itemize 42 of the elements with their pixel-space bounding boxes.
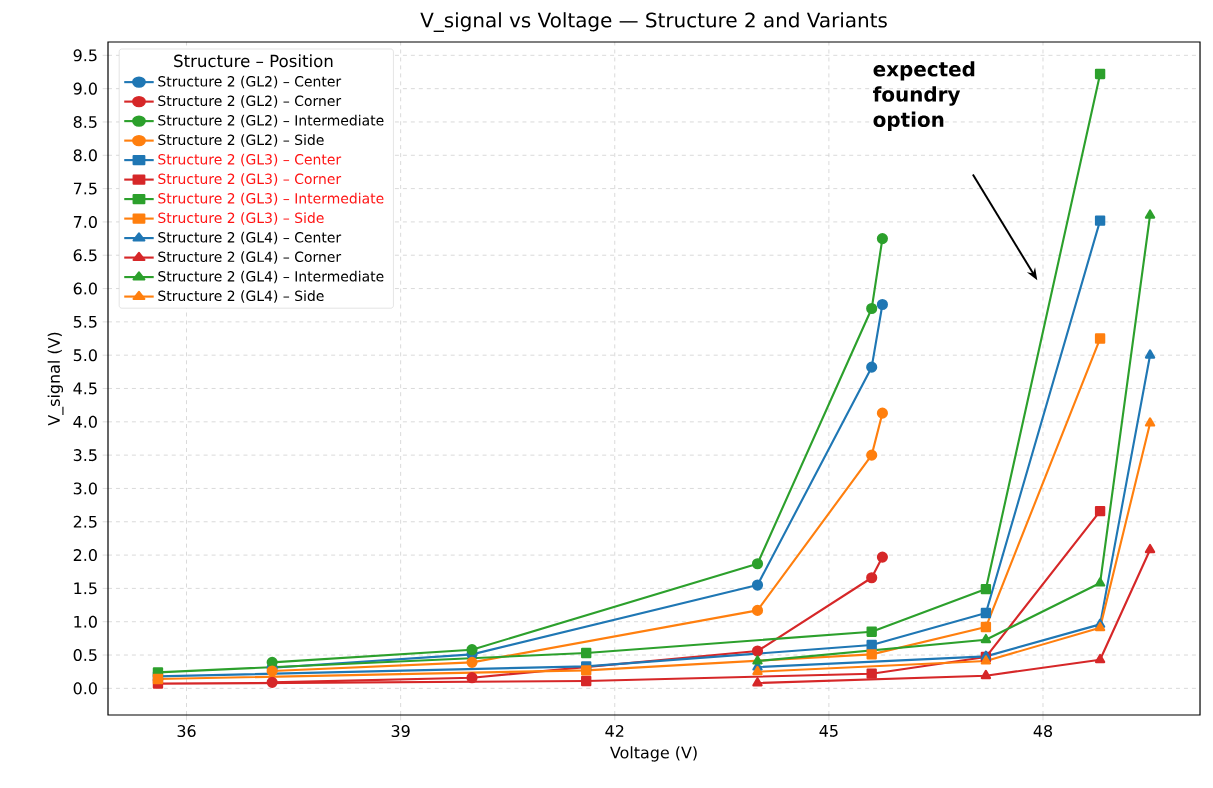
legend-label: Structure 2 (GL4) – Center — [158, 231, 342, 245]
chart-title: V_signal vs Voltage — Structure 2 and Variants — [420, 12, 887, 32]
x-tick-label: 42 — [605, 725, 624, 737]
legend-label: Structure 2 (GL4) – Intermediate — [158, 270, 384, 284]
legend-label: Structure 2 (GL3) – Side — [158, 212, 324, 225]
annotation: expected foundry option — [873, 61, 975, 131]
y-tick-label: 4.5 — [73, 382, 97, 395]
y-tick-label: 5.0 — [73, 349, 97, 362]
y-tick-label: 5.5 — [73, 315, 97, 328]
x-tick-label: 45 — [819, 725, 838, 737]
x-axis-title: Voltage (V) — [610, 746, 697, 762]
y-tick-label: 3.5 — [73, 449, 97, 462]
y-tick-label: 2.5 — [73, 515, 97, 528]
legend-label: Structure 2 (GL4) – Corner — [158, 251, 342, 264]
y-tick-label: 8.0 — [73, 149, 97, 162]
legend-label: Structure 2 (GL2) – Corner — [158, 95, 342, 108]
y-axis-title: V_signal (V) — [47, 332, 64, 426]
y-tick-label: 3.0 — [73, 482, 97, 495]
y-tick-label: 7.5 — [73, 182, 97, 195]
y-tick-label: 0.0 — [73, 682, 97, 695]
legend-label: Structure 2 (GL3) – Center — [158, 153, 342, 167]
legend-label: Structure 2 (GL3) – Corner — [158, 173, 342, 186]
x-tick-label: 39 — [391, 725, 410, 738]
y-tick-label: 2.0 — [73, 549, 97, 562]
legend-label: Structure 2 (GL2) – Center — [158, 75, 342, 89]
legend-label: Structure 2 (GL3) – Intermediate — [158, 192, 384, 206]
y-tick-label: 6.0 — [73, 282, 97, 295]
y-tick-label: 1.0 — [74, 615, 97, 628]
x-tick-label: 36 — [177, 725, 196, 738]
legend-label: Structure 2 (GL2) – Side — [158, 134, 324, 147]
y-tick-label: 1.5 — [74, 582, 97, 595]
y-tick-label: 6.5 — [73, 249, 97, 262]
y-tick-label: 7.0 — [73, 215, 97, 228]
y-tick-label: 4.0 — [73, 415, 97, 428]
y-tick-label: 0.5 — [73, 649, 97, 662]
y-tick-label: 8.5 — [73, 115, 97, 128]
legend-label: Structure 2 (GL2) – Intermediate — [158, 114, 384, 128]
legend-label: Structure 2 (GL4) – Side — [158, 290, 324, 303]
y-tick-label: 9.0 — [73, 82, 97, 95]
legend-title: Structure – Position — [174, 54, 333, 68]
y-tick-label: 9.5 — [73, 49, 97, 62]
x-tick-label: 48 — [1033, 725, 1053, 738]
